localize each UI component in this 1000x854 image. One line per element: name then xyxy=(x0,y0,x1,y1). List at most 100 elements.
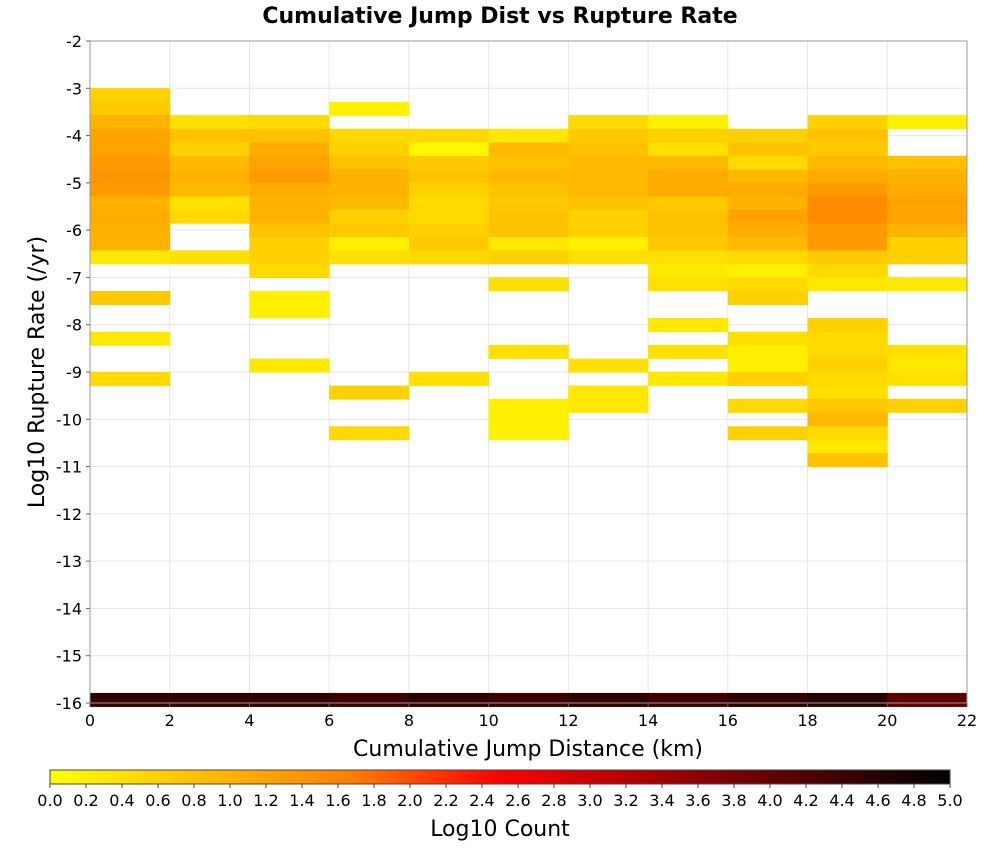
heatmap-cell xyxy=(648,182,729,197)
y-tick-label: -7 xyxy=(66,268,82,287)
heatmap-cell xyxy=(408,196,490,211)
colorbar-tick-label: 1.2 xyxy=(253,791,278,810)
heatmap-cell xyxy=(727,250,809,265)
colorbar-tick-label: 3.2 xyxy=(613,791,638,810)
heatmap-cell xyxy=(249,250,330,265)
colorbar-label: Log10 Count xyxy=(430,817,570,842)
heatmap-cell xyxy=(408,371,490,386)
x-tick-label: 2 xyxy=(165,711,175,730)
heatmap-cell xyxy=(807,264,888,279)
heatmap-cell xyxy=(90,290,171,306)
colorbar-tick-label: 1.0 xyxy=(217,791,242,810)
colorbar-tick-label: 4.6 xyxy=(865,791,890,810)
heatmap-cell xyxy=(249,237,330,252)
heatmap-cell xyxy=(727,371,809,386)
heatmap-cell xyxy=(807,169,888,184)
heatmap-cell xyxy=(568,115,649,130)
heatmap-cell xyxy=(249,169,330,184)
heatmap-cell xyxy=(329,237,410,252)
heatmap-cell xyxy=(249,182,330,197)
x-axis-ticks: 0 2 4 6 8 10 12 14 16 18 20 22 xyxy=(85,703,977,730)
y-tick-label: -10 xyxy=(56,410,82,429)
heatmap-cell xyxy=(727,169,809,184)
heatmap-cell xyxy=(807,142,888,157)
heatmap-cell xyxy=(329,169,410,184)
heatmap-cell xyxy=(727,223,809,238)
heatmap-cell xyxy=(807,250,888,265)
heatmap-cell xyxy=(488,250,569,265)
x-tick-label: 16 xyxy=(718,711,738,730)
heatmap-cell xyxy=(488,169,569,184)
heatmap-cell xyxy=(807,385,888,400)
colorbar-tick-label: 4.4 xyxy=(829,791,854,810)
heatmap-cell xyxy=(648,128,729,143)
heatmap-cell xyxy=(568,169,649,184)
colorbar-tick-label: 4.8 xyxy=(901,791,926,810)
heatmap-cell xyxy=(568,196,649,211)
heatmap-cell xyxy=(648,115,729,130)
heatmap-cell xyxy=(90,209,171,224)
colorbar-tick-label: 2.6 xyxy=(505,791,530,810)
heatmap-cell xyxy=(807,692,888,707)
heatmap-cell xyxy=(488,142,569,157)
y-axis-label: Log10 Rupture Rate (/yr) xyxy=(25,236,50,508)
heatmap-cell xyxy=(488,182,569,197)
heatmap-cell xyxy=(408,237,490,252)
y-tick-label: -4 xyxy=(66,127,82,146)
heatmap-cell xyxy=(807,128,888,143)
colorbar-tick-label: 0.8 xyxy=(181,791,206,810)
heatmap-cell xyxy=(727,237,809,252)
heatmap-cell xyxy=(807,439,888,454)
colorbar-tick-label: 2.8 xyxy=(541,791,566,810)
heatmap-cell xyxy=(727,155,809,170)
heatmap-cell xyxy=(488,128,569,143)
heatmap-cell xyxy=(90,142,171,157)
heatmap-cell xyxy=(488,196,569,211)
colorbar-tick-label: 4.2 xyxy=(793,791,818,810)
heatmap-cell xyxy=(727,264,809,279)
heatmap-cell xyxy=(329,223,410,238)
x-tick-label: 6 xyxy=(324,711,334,730)
heatmap-cell xyxy=(249,358,330,373)
colorbar-ticks: 0.0 0.2 0.4 0.6 0.8 1.0 1.2 1.4 1.6 1.8 2.0 2.2 2.4 2… xyxy=(37,784,963,810)
y-tick-label: -12 xyxy=(56,505,82,524)
colorbar-tick-label: 3.4 xyxy=(649,791,674,810)
heatmap-cell xyxy=(90,237,171,252)
heatmap-cell xyxy=(887,223,968,238)
heatmap-cell xyxy=(648,317,729,332)
x-tick-label: 14 xyxy=(638,711,658,730)
y-tick-label: -16 xyxy=(56,694,82,713)
heatmap-cell xyxy=(807,412,888,427)
colorbar-tick-label: 0.0 xyxy=(37,791,62,810)
heatmap-cell xyxy=(568,358,649,373)
heatmap-cell xyxy=(568,223,649,238)
heatmap-cell xyxy=(329,155,410,170)
heatmap-cell xyxy=(90,692,171,707)
heatmap-cell xyxy=(90,88,171,103)
colorbar-tick-label: 2.2 xyxy=(433,791,458,810)
heatmap-cell xyxy=(568,209,649,224)
x-tick-label: 18 xyxy=(797,711,817,730)
heatmap-cell xyxy=(807,115,888,130)
heatmap-cell xyxy=(488,412,569,427)
heatmap-cell xyxy=(568,182,649,197)
heatmap-cell xyxy=(408,182,490,197)
y-tick-label: -3 xyxy=(66,79,82,98)
y-tick-label: -2 xyxy=(66,32,82,51)
heatmap-cell xyxy=(488,155,569,170)
heatmap-cell xyxy=(648,155,729,170)
colorbar-tick-label: 1.6 xyxy=(325,791,350,810)
heatmap-cell xyxy=(648,142,729,157)
heatmap-cell xyxy=(568,398,649,413)
x-tick-label: 10 xyxy=(478,711,498,730)
heatmap-cell xyxy=(807,371,888,386)
heatmap-cell xyxy=(329,196,410,211)
y-tick-label: -9 xyxy=(66,363,82,382)
heatmap-cell xyxy=(727,426,809,441)
heatmap-cell xyxy=(249,128,330,143)
heatmap-cell xyxy=(887,692,968,707)
heatmap-cell xyxy=(648,250,729,265)
heatmap-cell xyxy=(727,358,809,373)
heatmap-cell xyxy=(568,385,649,400)
heatmap-cell xyxy=(807,196,888,211)
